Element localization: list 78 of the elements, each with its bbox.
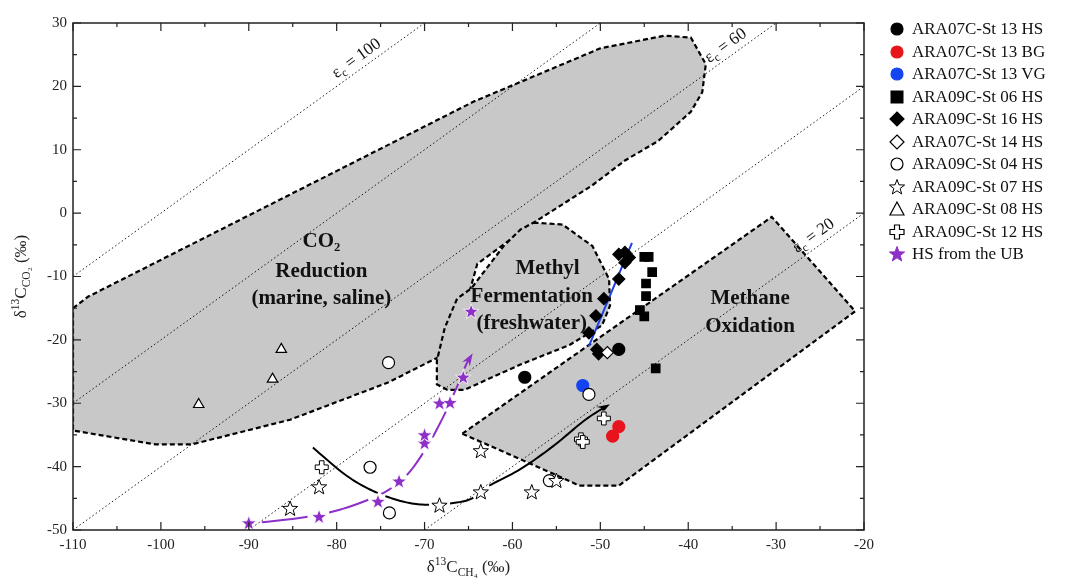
annotation: εc = 20 bbox=[788, 213, 838, 257]
point bbox=[650, 363, 661, 374]
point bbox=[523, 483, 540, 500]
y-tick-label: 0 bbox=[59, 204, 67, 221]
point bbox=[240, 515, 257, 530]
point bbox=[442, 394, 459, 410]
y-tick-label: -50 bbox=[47, 520, 67, 537]
x-tick-label: -50 bbox=[590, 535, 611, 552]
point bbox=[643, 252, 654, 262]
point bbox=[472, 442, 489, 459]
point bbox=[275, 342, 288, 353]
point bbox=[281, 500, 299, 516]
point bbox=[600, 345, 614, 360]
y-tick-label: -20 bbox=[47, 330, 67, 347]
point bbox=[518, 370, 532, 384]
point bbox=[391, 473, 408, 489]
legend-label: ARA09C-St 07 HS bbox=[912, 176, 1044, 197]
x-tick-label: -30 bbox=[766, 535, 787, 552]
legend-label: ARA09C-St 04 HS bbox=[912, 154, 1044, 175]
point bbox=[310, 478, 328, 495]
annotation: εc = 60 bbox=[700, 23, 750, 67]
x-tick-label: -90 bbox=[238, 535, 259, 552]
legend-label: ARA09C-St 16 HS bbox=[912, 109, 1044, 130]
y-tick-label: 10 bbox=[52, 140, 67, 157]
y-tick-label: 30 bbox=[52, 13, 67, 30]
x-tick-label: -80 bbox=[326, 535, 347, 552]
point bbox=[192, 397, 205, 409]
point bbox=[647, 267, 658, 277]
point bbox=[639, 311, 650, 322]
point bbox=[472, 483, 489, 500]
x-tick-label: -60 bbox=[502, 535, 523, 552]
point bbox=[596, 411, 611, 426]
legend-label: ARA09C-St 08 HS bbox=[912, 199, 1044, 220]
y-tick-label: 20 bbox=[52, 77, 67, 94]
annotation: (freshwater) bbox=[476, 310, 587, 335]
legend-label: ARA07C-St 13 HS bbox=[912, 19, 1044, 40]
y-tick-label: -40 bbox=[47, 457, 67, 474]
point bbox=[266, 372, 279, 383]
point bbox=[548, 472, 565, 489]
annotation: Reduction bbox=[275, 258, 368, 283]
legend-label: ARA07C-St 13 VG bbox=[912, 64, 1046, 85]
x-tick-label: -100 bbox=[147, 535, 175, 552]
annotation: Fermentation bbox=[470, 283, 594, 308]
point bbox=[311, 508, 328, 525]
legend-label: HS from the UB bbox=[912, 244, 1024, 265]
point bbox=[606, 429, 620, 443]
point bbox=[431, 497, 448, 513]
point bbox=[612, 420, 626, 434]
point bbox=[381, 356, 396, 370]
annotation: Methane bbox=[710, 285, 790, 310]
point bbox=[314, 460, 329, 475]
y-tick-label: -30 bbox=[47, 394, 67, 411]
point bbox=[641, 278, 651, 289]
legend-label: ARA09C-St 12 HS bbox=[912, 221, 1044, 242]
point bbox=[369, 493, 386, 509]
x-tick-label: -110 bbox=[59, 535, 87, 552]
annotation: Oxidation bbox=[705, 312, 796, 337]
point bbox=[455, 369, 472, 385]
x-tick-label: -70 bbox=[414, 535, 435, 552]
point bbox=[416, 427, 433, 443]
legend-label: ARA07C-St 13 BG bbox=[912, 41, 1046, 62]
x-tick-label: -20 bbox=[854, 535, 874, 552]
point bbox=[597, 292, 611, 306]
x-tick-label: -40 bbox=[678, 535, 699, 552]
point bbox=[612, 342, 626, 356]
legend-label: ARA07C-St 14 HS bbox=[912, 131, 1044, 152]
annotation: Methyl bbox=[515, 255, 580, 280]
annotation: (marine, saline) bbox=[251, 284, 392, 309]
point bbox=[576, 378, 590, 393]
y-axis-title: δ13CCO₂ (‰) bbox=[9, 234, 34, 319]
point bbox=[589, 309, 603, 323]
annotation: CO₂ bbox=[302, 228, 341, 253]
legend-label: ARA09C-St 06 HS bbox=[912, 86, 1044, 107]
point bbox=[582, 387, 596, 401]
y-tick-label: -10 bbox=[47, 267, 67, 284]
annotation: εc = 100 bbox=[327, 33, 385, 82]
point bbox=[641, 291, 651, 301]
point bbox=[612, 272, 626, 286]
